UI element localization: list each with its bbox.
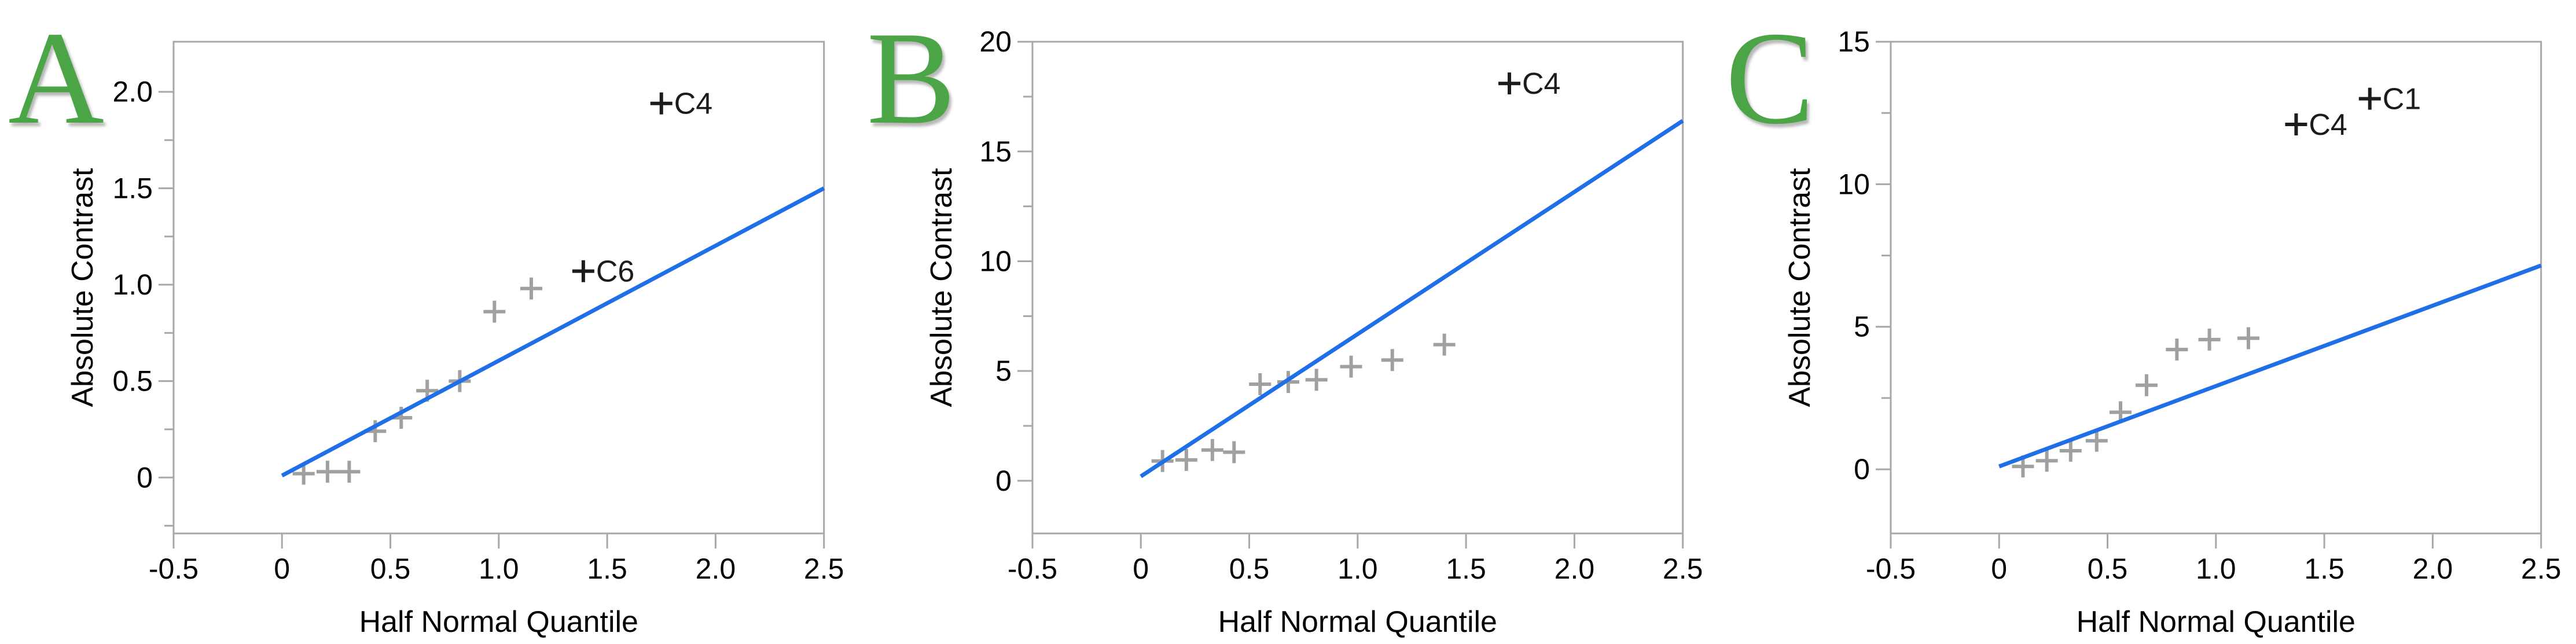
panel-b: B 0 5 10 15 20 -0.5 0 0.5 1.0 1.5 2.0 2.5 Half Norma…	[859, 0, 1718, 644]
panel-letter-c: C	[1725, 4, 1814, 152]
data-point-marker	[2237, 327, 2260, 349]
data-point-marker	[2086, 429, 2108, 452]
panel-letter-b: B	[866, 4, 956, 152]
data-point-marker	[1433, 333, 1456, 356]
panel-a: A 0 0.5 1.0 1.5 2.0 -0.5 0 0.5 1.0 1.5 2.0 2.5 Half …	[0, 0, 859, 644]
labeled-data-point-marker	[2359, 87, 2382, 110]
y-axis-tick-label: 5	[1854, 311, 1870, 343]
y-axis-title: Absolute Contrast	[66, 168, 100, 407]
x-axis-tick-label: 0	[1991, 553, 2008, 585]
data-point-marker	[2035, 450, 2058, 472]
y-axis-tick-label: 1.0	[112, 268, 152, 301]
data-point-marker	[1175, 448, 1197, 471]
data-point-marker	[2136, 374, 2158, 396]
x-axis-tick-label: -0.5	[1866, 553, 1916, 585]
plot-b: 0 5 10 15 20 -0.5 0 0.5 1.0 1.5 2.0 2.5 Half Normal …	[925, 25, 1703, 639]
data-point-label: C4	[2309, 108, 2347, 142]
data-point-marker	[483, 300, 506, 323]
x-axis-tick-label: -0.5	[149, 553, 199, 585]
data-point-label: C4	[674, 87, 712, 121]
data-point-marker	[1340, 355, 1362, 378]
panel-c: C 0 5 10 15 -0.5 0 0.5 1.0 1.5 2.0 2.5 Half Normal …	[1717, 0, 2576, 644]
x-axis-tick-label: 2.0	[1554, 553, 1594, 585]
x-axis-tick-label: 0.5	[1229, 553, 1269, 585]
x-axis-title: Half Normal Quantile	[1218, 605, 1497, 639]
y-axis-tick-label: 10	[979, 245, 1012, 277]
x-axis-tick-label: 1.0	[479, 553, 519, 585]
y-axis-tick-label: 15	[979, 135, 1012, 168]
plot-frame	[1890, 41, 2542, 535]
x-axis-title: Half Normal Quantile	[2077, 605, 2355, 639]
y-axis-tick-label: 15	[1838, 25, 1871, 58]
y-axis-tick-label: 0.5	[112, 365, 152, 398]
plot-frame	[1031, 41, 1684, 535]
data-point-marker	[1305, 369, 1328, 391]
data-point-marker	[2060, 440, 2082, 462]
x-axis-tick-label: 1.0	[2196, 553, 2236, 585]
data-point-marker	[2198, 328, 2221, 351]
plot-a: 0 0.5 1.0 1.5 2.0 -0.5 0 0.5 1.0 1.5 2.0 2.5 Half No…	[66, 41, 844, 639]
y-axis-tick-label: 20	[979, 25, 1012, 58]
fit-line	[281, 186, 825, 478]
x-axis-tick-label: 1.0	[1337, 553, 1377, 585]
x-axis-tick-label: 2.0	[696, 553, 736, 585]
x-axis-tick-label: 0.5	[370, 553, 410, 585]
data-point-marker	[2166, 338, 2188, 361]
data-point-marker	[1381, 349, 1403, 371]
y-axis-tick-label: 1.5	[112, 172, 152, 204]
x-axis-tick-label: 2.5	[2521, 553, 2561, 585]
y-axis-tick-label: 0	[137, 461, 153, 494]
y-axis-tick-label: 5	[995, 355, 1012, 387]
labeled-data-point-marker	[2285, 113, 2307, 135]
x-axis-tick-label: -0.5	[1008, 553, 1057, 585]
data-point-label: C4	[1522, 67, 1560, 101]
x-axis-tick-label: 0	[274, 553, 290, 585]
x-axis-title: Half Normal Quantile	[359, 605, 638, 639]
plot-c: 0 5 10 15 -0.5 0 0.5 1.0 1.5 2.0 2.5 Half Normal Qu…	[1783, 25, 2561, 639]
x-axis-tick-label: 2.5	[804, 553, 844, 585]
x-axis-tick-label: 1.5	[2305, 553, 2345, 585]
y-axis-tick-label: 0	[995, 465, 1012, 497]
x-axis-tick-label: 2.0	[2413, 553, 2453, 585]
labeled-data-point-marker	[1498, 72, 1520, 95]
plot-frame	[172, 41, 825, 535]
fit-line	[1998, 263, 2542, 469]
x-axis-tick-label: 0	[1133, 553, 1149, 585]
labeled-data-point-marker	[572, 260, 594, 282]
x-axis-tick-label: 2.5	[1663, 553, 1703, 585]
y-axis-tick-label: 2.0	[112, 76, 152, 108]
x-axis-tick-label: 1.5	[1446, 553, 1486, 585]
data-point-label: C1	[2383, 83, 2421, 116]
y-axis-tick-label: 10	[1838, 168, 1871, 200]
x-axis-tick-label: 0.5	[2088, 553, 2127, 585]
data-point-marker	[520, 277, 542, 300]
data-point-label: C6	[596, 255, 634, 289]
data-point-marker	[338, 461, 361, 483]
data-point-marker	[1248, 373, 1271, 395]
panel-letter-a: A	[8, 4, 105, 152]
y-axis-title: Absolute Contrast	[1783, 168, 1817, 407]
fit-line	[1139, 119, 1684, 479]
data-point-marker	[1201, 439, 1223, 461]
data-point-marker	[316, 461, 339, 483]
labeled-data-point-marker	[650, 92, 673, 115]
x-axis-tick-label: 1.5	[587, 553, 627, 585]
y-axis-title: Absolute Contrast	[925, 168, 958, 407]
y-axis-tick-label: 0	[1854, 453, 1870, 485]
data-point-marker	[1222, 441, 1245, 463]
